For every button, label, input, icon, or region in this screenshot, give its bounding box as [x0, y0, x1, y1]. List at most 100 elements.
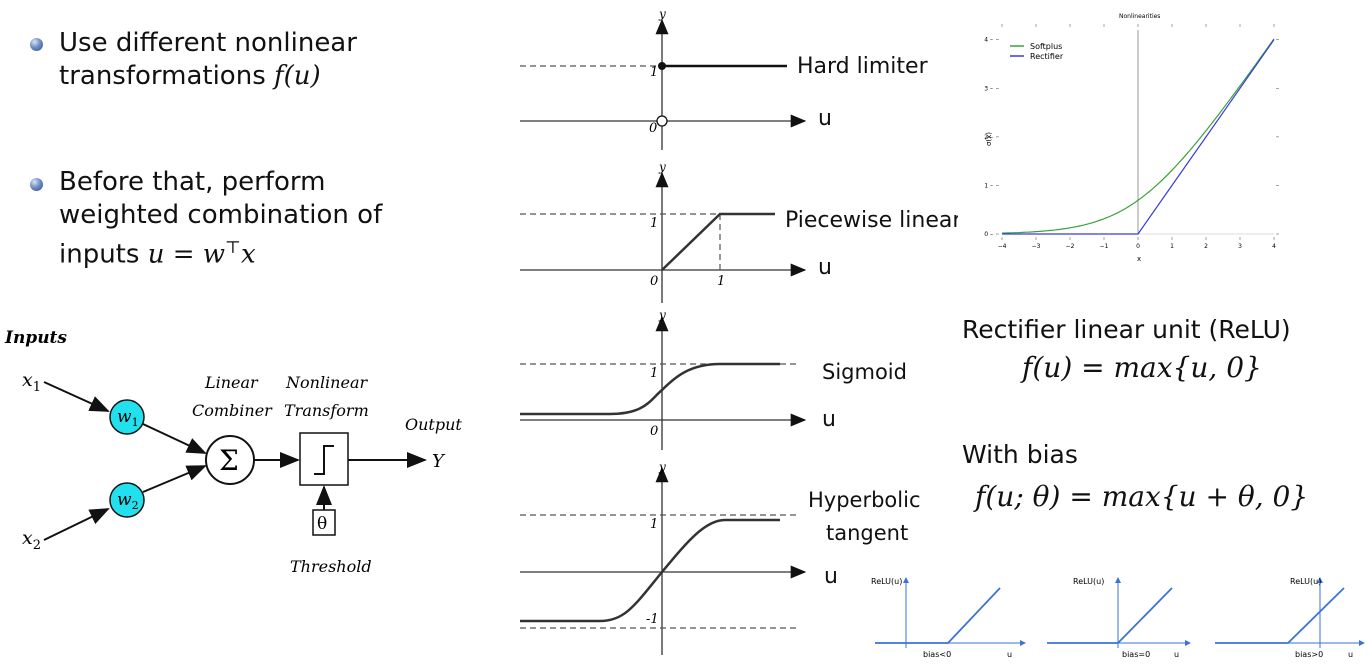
- nl-chart-series: [1001, 38, 1275, 235]
- output-var: Y: [432, 451, 446, 472]
- tanh-label-line1: Hyperbolic: [808, 488, 921, 512]
- nl-xtick-label: −2: [1066, 243, 1075, 250]
- bullet-2-marker: [30, 178, 43, 191]
- nl-chart-ylabel: σ(x): [985, 132, 993, 146]
- sg-y-label: y: [658, 308, 666, 322]
- piecewise-linear-u-label: u: [818, 255, 832, 280]
- activation-panels: y 1 0 y 1 0 1 y 1 0 y 1 -1: [520, 7, 807, 655]
- bias-formula: f(u; θ) = max{u + θ, 0}: [975, 480, 1308, 513]
- x2-arrow: [43, 508, 110, 541]
- mini3-caption: bias>0: [1295, 650, 1323, 659]
- nl-xtick-label: 3: [1238, 243, 1242, 250]
- nl-xtick-label: −4: [998, 243, 1007, 250]
- sg-tick-0: 0: [650, 424, 658, 439]
- hard-limiter-label: Hard limiter: [797, 54, 928, 79]
- bullet-2-math-eq: u = w: [147, 239, 226, 270]
- mini1-caption: bias<0: [923, 650, 951, 659]
- w2-node: [109, 482, 145, 518]
- nl-xtick-label: 1: [1170, 243, 1174, 250]
- mini3-relu-line: [1215, 587, 1345, 644]
- nl-softplus-line: [1001, 38, 1275, 234]
- pl-tick-1: 1: [650, 216, 658, 231]
- bullet-2-math-transpose: ⊤: [225, 238, 242, 258]
- x2-label: x2: [22, 527, 41, 553]
- sg-curve: [520, 362, 780, 416]
- bullet-1-text: Use different nonlinear transformations …: [59, 27, 357, 93]
- output-label: Output: [405, 415, 462, 434]
- bullet-2-text: Before that, perform weighted combinatio…: [59, 166, 382, 272]
- mini3-ylabel: ReLU(u): [1290, 577, 1321, 586]
- bias-title: With bias: [962, 440, 1078, 469]
- sigmoid-u-label: u: [822, 407, 836, 432]
- panel-hard-limiter: y 1 0: [520, 7, 807, 150]
- mini1-relu-line: [875, 587, 1001, 644]
- bullet-2-line2: weighted combination of: [59, 200, 383, 230]
- bullet-1-line1: Use different nonlinear: [59, 28, 357, 58]
- legend-softplus-label: Softplus: [1030, 42, 1062, 51]
- mini3-axis-label: u: [1348, 650, 1353, 659]
- nl-xtick-label: −1: [1100, 243, 1109, 250]
- relu-formula: f(u) = max{u, 0}: [1022, 351, 1262, 384]
- piecewise-linear-label: Piecewise linear: [785, 208, 958, 233]
- legend-rectifier-label: Rectifier: [1030, 52, 1064, 61]
- nl-ytick-label: 4 –: [984, 37, 993, 44]
- panel-tanh: y 1 -1: [520, 460, 807, 655]
- nl-chart-xlabel: x: [1137, 255, 1141, 263]
- panel-sigmoid: y 1 0: [520, 308, 807, 450]
- relu-formula-text: f(u) = max{u, 0}: [1022, 351, 1262, 384]
- bullet-1-line2: transformations f(u): [59, 60, 357, 93]
- nl-xtick-label: 2: [1204, 243, 1208, 250]
- sigmoid-label: Sigmoid: [822, 360, 907, 384]
- combiner-label-line1: Linear: [204, 373, 259, 392]
- bullet-2-math-x: x: [241, 239, 256, 270]
- mini1-ylabel: ReLU(u): [871, 577, 902, 586]
- neuron-diagram: Inputs x1 x2 w1 w2 Σ Linear Combiner Non…: [4, 328, 462, 576]
- hl-tick-1: 1: [650, 65, 658, 80]
- nl-rectifier-line: [1002, 39, 1275, 235]
- mini2-ylabel: ReLU(u): [1073, 577, 1104, 586]
- step-icon: [314, 445, 334, 475]
- th-tick-neg1: -1: [646, 612, 659, 627]
- mini2-relu-line: [1047, 587, 1173, 644]
- bullet-2-line3-prefix: inputs: [59, 239, 148, 270]
- nl-chart-title: Nonlinearities: [1119, 13, 1160, 20]
- inputs-label: Inputs: [4, 328, 67, 348]
- relu-title: Rectifier linear unit (ReLU): [962, 315, 1291, 344]
- sum-symbol: Σ: [219, 444, 239, 477]
- hl-open-dot: [656, 115, 668, 127]
- nl-chart-ticks: −4 −3 −2 −1 0 1 2 3 4 0 – 1 – 2 – 3 – 4 –: [984, 24, 1279, 250]
- bias-formula-text: f(u; θ) = max{u + θ, 0}: [975, 480, 1309, 513]
- w2-to-sum-arrow: [142, 465, 207, 493]
- sg-tick-1: 1: [650, 366, 658, 381]
- bullet-2-line3: inputs u = w⊤x: [59, 232, 382, 272]
- pl-curve: [661, 212, 775, 271]
- nonlinearities-chart: Nonlinearities −4 −3 −2 −1 0 1 2 3 4 0 – 1 – 2 – 3 –…: [958, 8, 1288, 268]
- transform-label-line2: Transform: [284, 401, 369, 420]
- w2-label: w2: [117, 490, 139, 512]
- hl-y-label: y: [658, 7, 666, 21]
- bullet-2-line1: Before that, perform: [59, 167, 326, 197]
- hl-tick-0: 0: [649, 121, 657, 136]
- pl-y-label: y: [658, 160, 666, 174]
- bullet-1-marker: [30, 38, 43, 51]
- panel-piecewise-linear: y 1 0 1: [520, 160, 807, 303]
- x1-arrow: [43, 381, 110, 412]
- mini2-axis-label: u: [1174, 650, 1179, 659]
- bullet-1-line2-prefix: transformations: [59, 61, 275, 91]
- threshold-label: Threshold: [290, 557, 372, 576]
- transform-label-line1: Nonlinear: [285, 373, 368, 392]
- th-y-label: y: [658, 460, 666, 474]
- theta-symbol: θ: [317, 514, 327, 534]
- th-tick-1: 1: [650, 517, 658, 532]
- nl-chart-legend: Softplus Rectifier: [1010, 42, 1064, 61]
- nl-ytick-label: 3 –: [984, 85, 993, 92]
- x1-label: x1: [22, 369, 41, 395]
- nl-ytick-label: 1 –: [984, 182, 993, 189]
- w1-node: [109, 399, 145, 435]
- nl-ytick-label: 0 –: [984, 231, 993, 238]
- hard-limiter-u-label: u: [818, 106, 832, 131]
- tanh-label-line2: tangent: [826, 521, 909, 545]
- bullet-1-math-u: (u): [283, 61, 321, 91]
- pl-tick-0: 0: [650, 274, 658, 289]
- tanh-u-label: u: [824, 564, 838, 589]
